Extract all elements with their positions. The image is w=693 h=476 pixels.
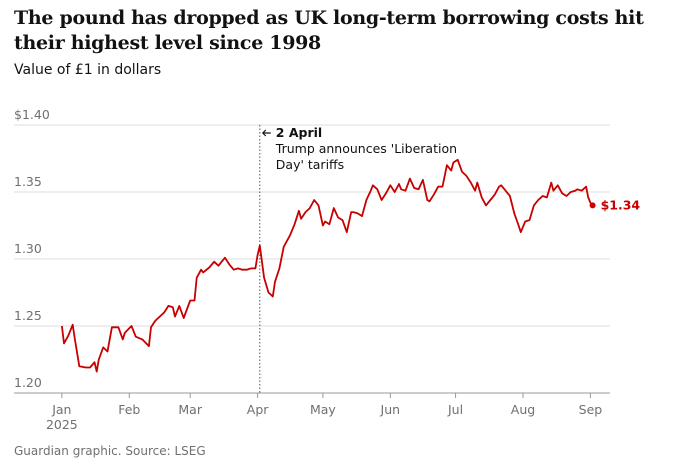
y-tick-label: 1.20 bbox=[14, 375, 42, 390]
x-tick-label: May bbox=[310, 402, 336, 417]
x-tick-label: Mar bbox=[178, 402, 202, 417]
annotation-text: Day' tariffs bbox=[276, 157, 344, 172]
y-tick-label: 1.25 bbox=[14, 308, 42, 323]
x-sublabel: 2025 bbox=[46, 417, 78, 432]
annotation-arrow bbox=[261, 129, 271, 137]
y-tick-label: 1.30 bbox=[14, 241, 42, 256]
x-tick-label: Sep bbox=[579, 402, 603, 417]
x-tick-label: Jan bbox=[51, 402, 71, 417]
x-tick-label: Jun bbox=[380, 402, 401, 417]
end-point bbox=[589, 202, 596, 209]
x-tick-label: Aug bbox=[511, 402, 535, 417]
source-note: Guardian graphic. Source: LSEG bbox=[14, 444, 206, 458]
x-tick-label: Apr bbox=[247, 402, 269, 417]
x-tick-label: Feb bbox=[118, 402, 140, 417]
x-tick-label: Jul bbox=[447, 402, 463, 417]
chart-subtitle: Value of £1 in dollars bbox=[14, 62, 162, 78]
annotation-text: Trump announces 'Liberation bbox=[275, 141, 457, 156]
data-line bbox=[61, 158, 594, 373]
annotation-title: 2 April bbox=[276, 125, 322, 140]
end-label: $1.34 bbox=[601, 197, 641, 212]
chart-title: The pound has dropped as UK long-term bo… bbox=[14, 7, 644, 54]
y-tick-label: $1.40 bbox=[14, 107, 50, 122]
y-tick-label: 1.35 bbox=[14, 174, 42, 189]
